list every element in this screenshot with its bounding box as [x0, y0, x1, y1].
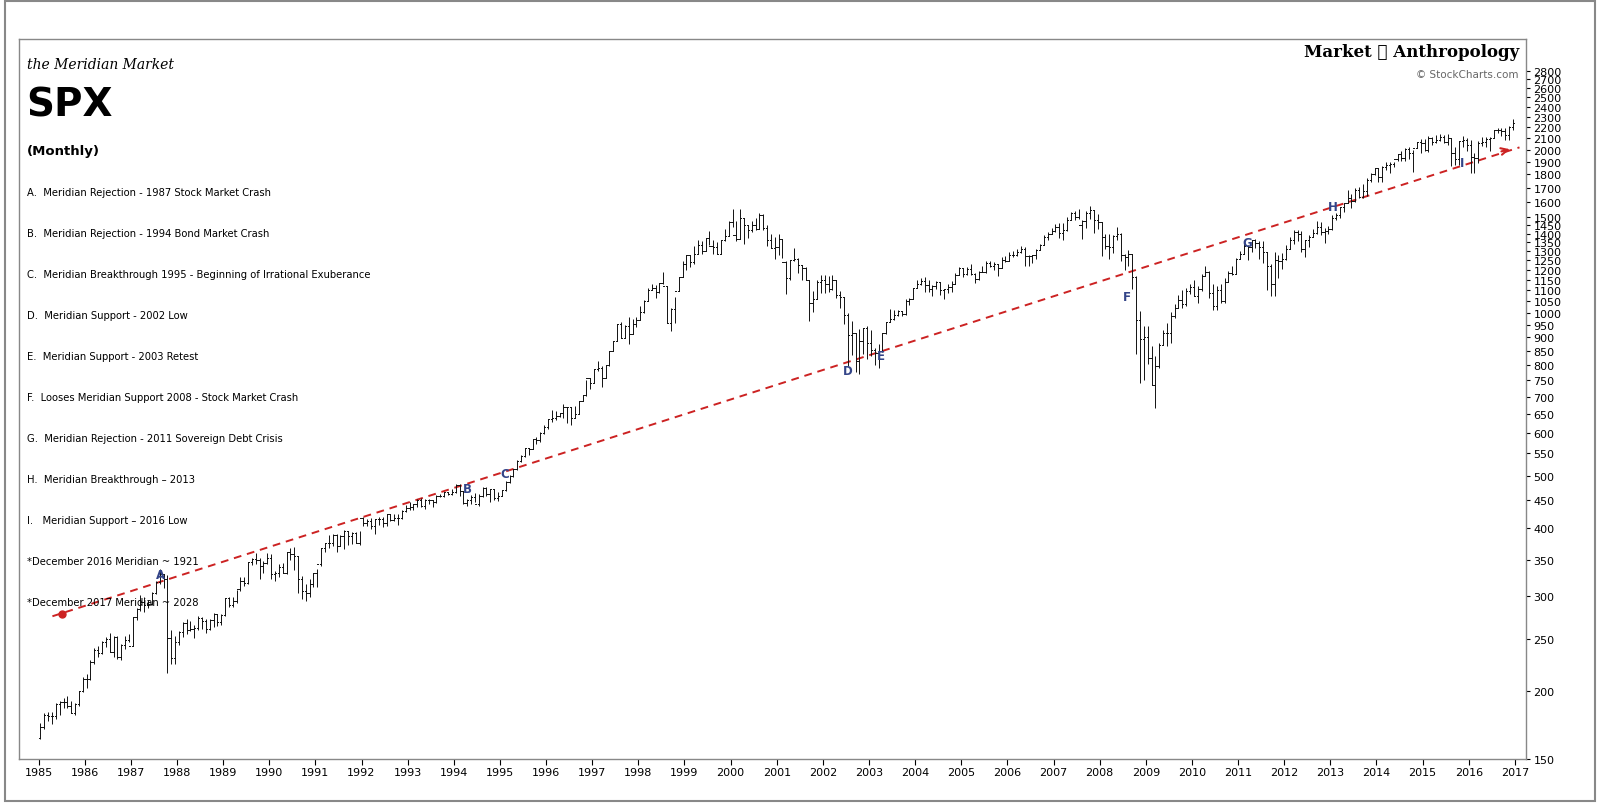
Text: D: D: [843, 365, 853, 377]
Text: Market ✹ Anthropology: Market ✹ Anthropology: [1304, 43, 1518, 61]
Text: G: G: [1243, 237, 1253, 250]
Text: © StockCharts.com: © StockCharts.com: [1416, 71, 1518, 80]
Text: I.   Meridian Support – 2016 Low: I. Meridian Support – 2016 Low: [27, 516, 187, 525]
Text: H: H: [1328, 201, 1338, 214]
Text: C: C: [501, 468, 509, 481]
Text: H.  Meridian Breakthrough – 2013: H. Meridian Breakthrough – 2013: [27, 475, 195, 484]
Text: C.  Meridian Breakthrough 1995 - Beginning of Irrational Exuberance: C. Meridian Breakthrough 1995 - Beginnin…: [27, 270, 370, 279]
Text: B: B: [462, 483, 472, 495]
Text: (Monthly): (Monthly): [27, 145, 99, 157]
Text: F: F: [1123, 291, 1131, 304]
Text: A.  Meridian Rejection - 1987 Stock Market Crash: A. Meridian Rejection - 1987 Stock Marke…: [27, 187, 270, 198]
Text: SPX: SPX: [27, 87, 114, 124]
Text: E: E: [877, 350, 885, 363]
Text: D.  Meridian Support - 2002 Low: D. Meridian Support - 2002 Low: [27, 311, 187, 320]
Text: I: I: [1459, 157, 1464, 170]
Text: *December 2016 Meridian ~ 1921: *December 2016 Meridian ~ 1921: [27, 556, 198, 566]
Text: G.  Meridian Rejection - 2011 Sovereign Debt Crisis: G. Meridian Rejection - 2011 Sovereign D…: [27, 434, 283, 443]
Text: E.  Meridian Support - 2003 Retest: E. Meridian Support - 2003 Retest: [27, 352, 198, 361]
Text: *December 2017 Meridian ~ 2028: *December 2017 Meridian ~ 2028: [27, 597, 198, 607]
Text: F.  Looses Meridian Support 2008 - Stock Market Crash: F. Looses Meridian Support 2008 - Stock …: [27, 393, 298, 402]
Text: B.  Meridian Rejection - 1994 Bond Market Crash: B. Meridian Rejection - 1994 Bond Market…: [27, 228, 269, 238]
Text: the Meridian Market: the Meridian Market: [27, 58, 174, 72]
Text: A: A: [157, 568, 165, 581]
